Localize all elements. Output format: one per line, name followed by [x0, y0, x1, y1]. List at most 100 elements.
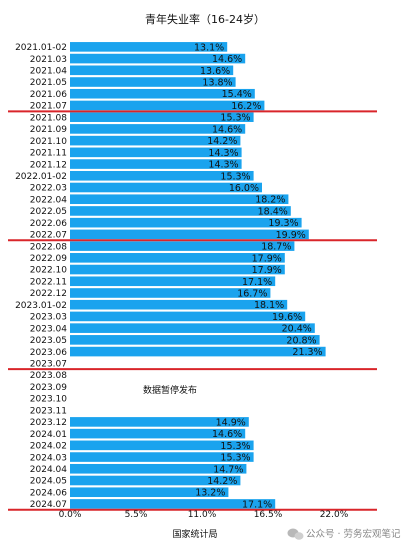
value-label: 17.1%	[242, 277, 272, 288]
category-label: 2022.06	[30, 219, 67, 229]
value-label: 16.7%	[237, 288, 267, 299]
watermark: 公众号 · 劳务宏观笔记	[287, 528, 401, 540]
value-label: 18.7%	[261, 242, 291, 253]
category-label: 2024.02	[30, 442, 67, 452]
bar	[70, 65, 234, 76]
bar	[70, 452, 254, 462]
value-label: 13.8%	[202, 78, 232, 89]
category-label: 2023.06	[30, 348, 67, 358]
value-label: 13.6%	[200, 66, 230, 77]
bar	[70, 475, 241, 486]
value-label: 15.4%	[222, 89, 252, 100]
value-labels: 13.1%14.6%13.6%13.8%15.4%16.2%15.3%14.6%…	[194, 42, 323, 510]
category-label: 2021.03	[30, 55, 67, 65]
x-axis-label: 国家统计局	[172, 528, 217, 540]
category-label: 2022.04	[30, 195, 67, 205]
value-label: 14.3%	[208, 148, 238, 159]
category-label: 2022.07	[30, 231, 67, 241]
bar	[70, 77, 236, 87]
value-label: 16.2%	[231, 101, 261, 112]
x-tick-label: 11.0%	[188, 510, 217, 520]
value-label: 14.2%	[207, 136, 237, 147]
value-label: 14.2%	[207, 476, 237, 487]
category-label: 2023.09	[30, 383, 67, 393]
bar	[70, 194, 289, 205]
category-label: 2024.05	[30, 477, 67, 487]
category-label: 2022.12	[30, 289, 67, 299]
value-label: 13.2%	[195, 488, 225, 499]
bar	[70, 217, 302, 228]
bar	[70, 182, 262, 193]
category-label: 2024.01	[30, 430, 67, 440]
bar	[70, 112, 254, 122]
category-label: 2024.06	[30, 488, 67, 498]
value-label: 21.3%	[292, 347, 322, 358]
category-label: 2024.03	[30, 453, 67, 463]
value-label: 17.1%	[242, 499, 272, 510]
bar	[70, 299, 288, 310]
category-label: 2022.09	[30, 254, 67, 264]
bar	[70, 264, 285, 275]
category-label: 2021.01-02	[15, 43, 67, 53]
bar	[70, 42, 228, 52]
value-label: 19.3%	[268, 218, 298, 229]
value-label: 19.9%	[276, 230, 306, 241]
category-label: 2022.08	[30, 242, 67, 252]
wechat-icon	[287, 528, 304, 540]
category-label: 2021.12	[30, 160, 67, 170]
bar	[70, 288, 271, 298]
bar	[70, 124, 246, 134]
bar	[70, 206, 291, 216]
value-label: 18.2%	[255, 195, 285, 206]
x-tick-label: 0.0%	[59, 510, 82, 520]
bar	[70, 53, 246, 64]
separator-lines	[8, 110, 377, 511]
x-tick-label: 16.5%	[254, 510, 283, 520]
category-label: 2023.10	[30, 395, 67, 405]
value-label: 15.3%	[220, 453, 250, 464]
value-label: 15.3%	[220, 171, 250, 182]
bar	[70, 487, 229, 498]
category-label: 2021.05	[30, 78, 67, 88]
category-label: 2022.03	[30, 184, 67, 194]
value-label: 13.1%	[194, 42, 224, 53]
x-tick-label: 22.0%	[320, 510, 349, 520]
category-label: 2023.01-02	[15, 301, 67, 311]
value-label: 14.6%	[212, 124, 242, 135]
value-label: 15.3%	[220, 113, 250, 124]
value-label: 19.6%	[272, 312, 302, 323]
value-label: 15.3%	[220, 441, 250, 452]
value-label: 20.4%	[282, 324, 312, 335]
category-label: 2023.03	[30, 313, 67, 323]
category-label: 2023.11	[30, 406, 67, 416]
category-label: 2023.05	[30, 336, 67, 346]
value-label: 14.6%	[212, 429, 242, 440]
bar	[70, 417, 249, 427]
category-label: 2022.01-02	[15, 172, 67, 182]
category-label: 2023.12	[30, 418, 67, 428]
bar	[70, 147, 242, 158]
category-label: 2022.11	[30, 277, 67, 287]
category-label: 2021.07	[30, 102, 67, 112]
value-label: 14.7%	[213, 464, 243, 475]
bar	[70, 100, 265, 111]
bar	[70, 170, 254, 181]
x-tick-label: 5.5%	[125, 510, 148, 520]
bar	[70, 323, 315, 333]
bar	[70, 229, 309, 240]
category-label: 2021.06	[30, 90, 67, 100]
bar	[70, 440, 254, 451]
category-label: 2021.04	[30, 67, 67, 77]
category-label: 2023.04	[30, 324, 67, 334]
value-label: 18.1%	[254, 300, 284, 311]
x-axis-ticks: 0.0% 5.5% 11.0% 16.5% 22.0%	[59, 510, 349, 520]
value-label: 14.9%	[216, 417, 246, 428]
value-label: 17.9%	[252, 253, 282, 264]
category-label: 2021.10	[30, 137, 67, 147]
category-label: 2024.07	[30, 500, 67, 510]
pause-annotation: 数据暂停发布	[143, 384, 197, 396]
bar	[70, 499, 276, 509]
